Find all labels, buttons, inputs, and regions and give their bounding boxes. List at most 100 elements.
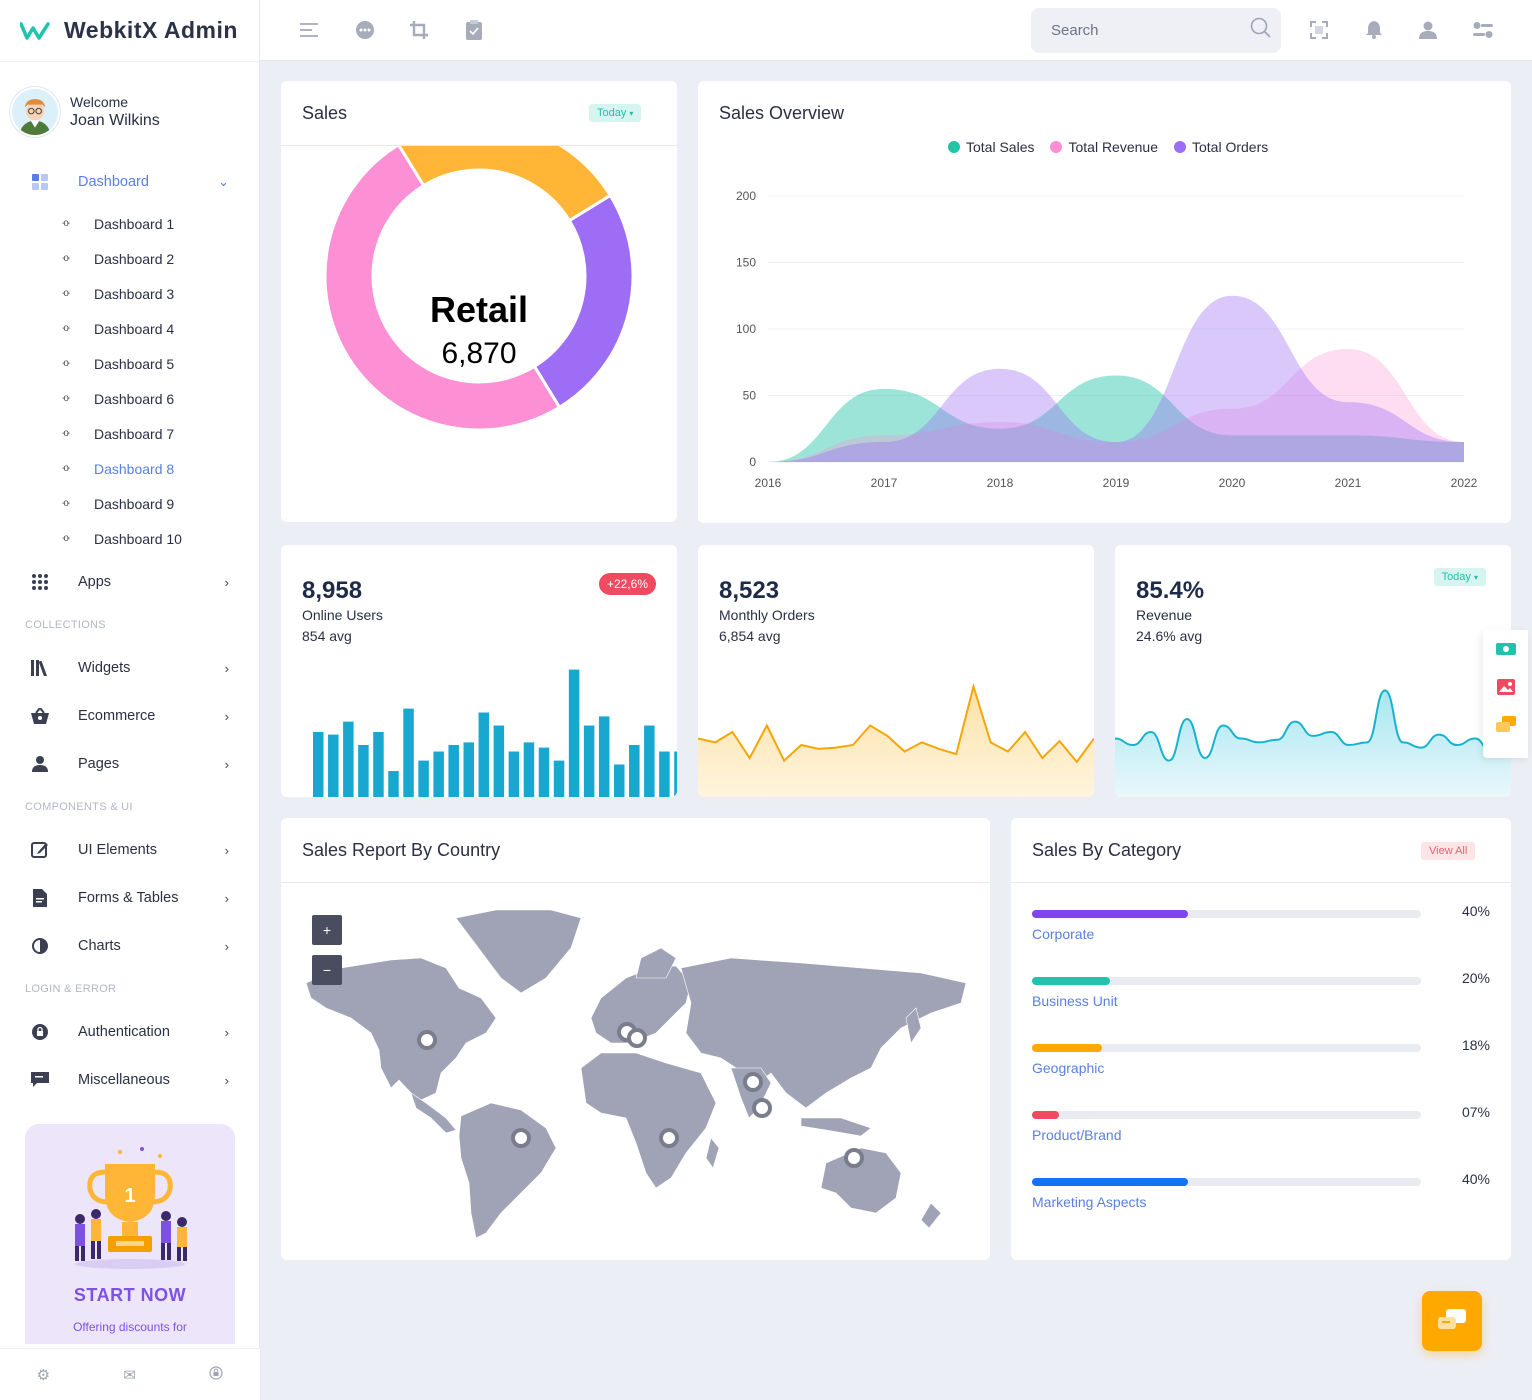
bar[interactable] (448, 745, 459, 797)
area-series[interactable] (768, 375, 1464, 462)
menu-toggle-icon[interactable] (299, 20, 319, 40)
sidebar-item-pages[interactable]: Pages › (0, 740, 259, 788)
sidebar-subitem-dashboard-3[interactable]: -o- Dashboard 3 (0, 276, 259, 311)
bar[interactable] (674, 751, 677, 798)
bullet-icon: -o- (62, 218, 70, 229)
bar[interactable] (493, 725, 505, 798)
area-line[interactable] (1115, 689, 1511, 762)
sidebar-item-miscellaneous[interactable]: Miscellaneous › (0, 1056, 259, 1104)
world-map[interactable] (281, 818, 990, 1260)
category-percent: 40% (1461, 903, 1490, 919)
chat-fab-button[interactable] (1422, 1291, 1482, 1351)
map-zoom-out-button[interactable]: − (312, 955, 342, 985)
search-icon[interactable] (1250, 17, 1272, 44)
bar[interactable] (659, 751, 670, 798)
chat-bubbles-icon[interactable] (1483, 706, 1528, 744)
sales-filter-dropdown[interactable]: Today ▾ (589, 104, 642, 122)
area-series[interactable] (768, 348, 1464, 462)
area-line[interactable] (698, 682, 1094, 764)
category-label[interactable]: Geographic (1032, 1060, 1105, 1076)
bar[interactable] (358, 745, 369, 797)
bar[interactable] (433, 751, 444, 798)
sidebar-subitem-dashboard-10[interactable]: -o- Dashboard 10 (0, 521, 259, 556)
bar[interactable] (523, 742, 535, 797)
section-label-login: LOGIN & ERROR (25, 983, 117, 995)
promo-subtitle: Offering discounts for (73, 1320, 187, 1334)
bar[interactable] (598, 716, 610, 797)
bar[interactable] (583, 725, 595, 798)
map-europe (590, 965, 692, 1044)
sidebar-item-ecommerce[interactable]: Ecommerce › (0, 692, 259, 740)
fullscreen-icon[interactable] (1309, 20, 1329, 40)
category-percent: 40% (1461, 1171, 1490, 1187)
bar[interactable] (388, 771, 399, 797)
donut-segment[interactable] (323, 146, 562, 432)
bar[interactable] (538, 747, 550, 797)
bar[interactable] (644, 725, 655, 798)
sidebar-item-charts[interactable]: Charts › (0, 922, 259, 970)
promo-card[interactable]: 1 START NOW Offering discounts for (25, 1124, 235, 1344)
x-tick-label: 2020 (1219, 476, 1246, 490)
settings-toggle-icon[interactable] (1473, 20, 1493, 40)
sidebar-subitem-dashboard-8[interactable]: -o- Dashboard 8 (0, 451, 259, 486)
image-icon[interactable] (1483, 668, 1528, 706)
mail-icon[interactable]: ✉ (123, 1366, 136, 1384)
crop-icon[interactable] (409, 20, 429, 40)
bar[interactable] (418, 760, 429, 797)
user-icon[interactable] (1418, 20, 1438, 40)
sidebar-subitem-dashboard-4[interactable]: -o- Dashboard 4 (0, 311, 259, 346)
sidebar-subitem-dashboard-6[interactable]: -o- Dashboard 6 (0, 381, 259, 416)
sidebar-item-apps[interactable]: Apps › (0, 558, 259, 606)
bar[interactable] (629, 745, 640, 797)
category-label[interactable]: Product/Brand (1032, 1127, 1122, 1143)
map-new-zealand (920, 1202, 942, 1229)
category-label[interactable]: Corporate (1032, 926, 1095, 942)
bar[interactable] (508, 751, 520, 798)
promo-title[interactable]: START NOW (73, 1285, 187, 1305)
bar[interactable] (403, 708, 414, 797)
legend-item[interactable]: Total Revenue (1050, 139, 1158, 155)
sidebar-item-forms-tables[interactable]: Forms & Tables › (0, 874, 259, 922)
bar[interactable] (553, 760, 565, 797)
sidebar-item-ui-elements[interactable]: UI Elements › (0, 826, 259, 874)
user-profile[interactable]: Welcome Joan Wilkins (0, 62, 259, 162)
legend-item[interactable]: Total Sales (948, 139, 1034, 155)
bell-icon[interactable] (1364, 20, 1384, 40)
view-all-button[interactable]: View All (1421, 842, 1476, 860)
sidebar-item-dashboard[interactable]: Dashboard ⌄ (0, 158, 259, 206)
chat-icon[interactable] (355, 20, 375, 40)
sidebar-item-authentication[interactable]: Authentication › (0, 1008, 259, 1056)
sidebar-item-label: Miscellaneous (78, 1072, 170, 1088)
bar[interactable] (313, 732, 324, 797)
progress-track (1032, 1044, 1421, 1052)
bar[interactable] (373, 732, 384, 797)
sidebar-subitem-dashboard-7[interactable]: -o- Dashboard 7 (0, 416, 259, 451)
bar[interactable] (614, 764, 625, 798)
sidebar-subitem-dashboard-2[interactable]: -o- Dashboard 2 (0, 241, 259, 276)
category-label[interactable]: Marketing Aspects (1032, 1194, 1147, 1210)
sidebar-subitem-dashboard-9[interactable]: -o- Dashboard 9 (0, 486, 259, 521)
bar[interactable] (328, 734, 339, 797)
sidebar-subitem-label: Dashboard 10 (94, 530, 182, 547)
cash-icon[interactable] (1483, 630, 1528, 668)
legend-item[interactable]: Total Orders (1174, 139, 1268, 155)
online-users-avg: 854 avg (302, 628, 352, 644)
bar[interactable] (343, 721, 354, 797)
map-zoom-in-button[interactable]: + (312, 915, 342, 945)
sidebar-subitem-dashboard-1[interactable]: -o- Dashboard 1 (0, 206, 259, 241)
bar[interactable] (568, 669, 580, 797)
clipboard-icon[interactable] (464, 20, 484, 40)
settings-icon[interactable]: ⚙ (36, 1366, 51, 1384)
lock-icon[interactable] (209, 1365, 223, 1384)
bar[interactable] (478, 712, 490, 798)
category-label[interactable]: Business Unit (1032, 993, 1118, 1009)
brand[interactable]: WebkitX Admin (0, 0, 259, 62)
search-box[interactable] (1031, 8, 1281, 53)
area-series[interactable] (768, 295, 1464, 462)
sidebar-subitem-dashboard-5[interactable]: -o- Dashboard 5 (0, 346, 259, 381)
search-input[interactable] (1051, 22, 1250, 39)
bar[interactable] (463, 742, 475, 797)
donut-segment[interactable] (397, 146, 613, 223)
revenue-filter-dropdown[interactable]: Today ▾ (1433, 568, 1486, 586)
sidebar-item-widgets[interactable]: Widgets › (0, 644, 259, 692)
